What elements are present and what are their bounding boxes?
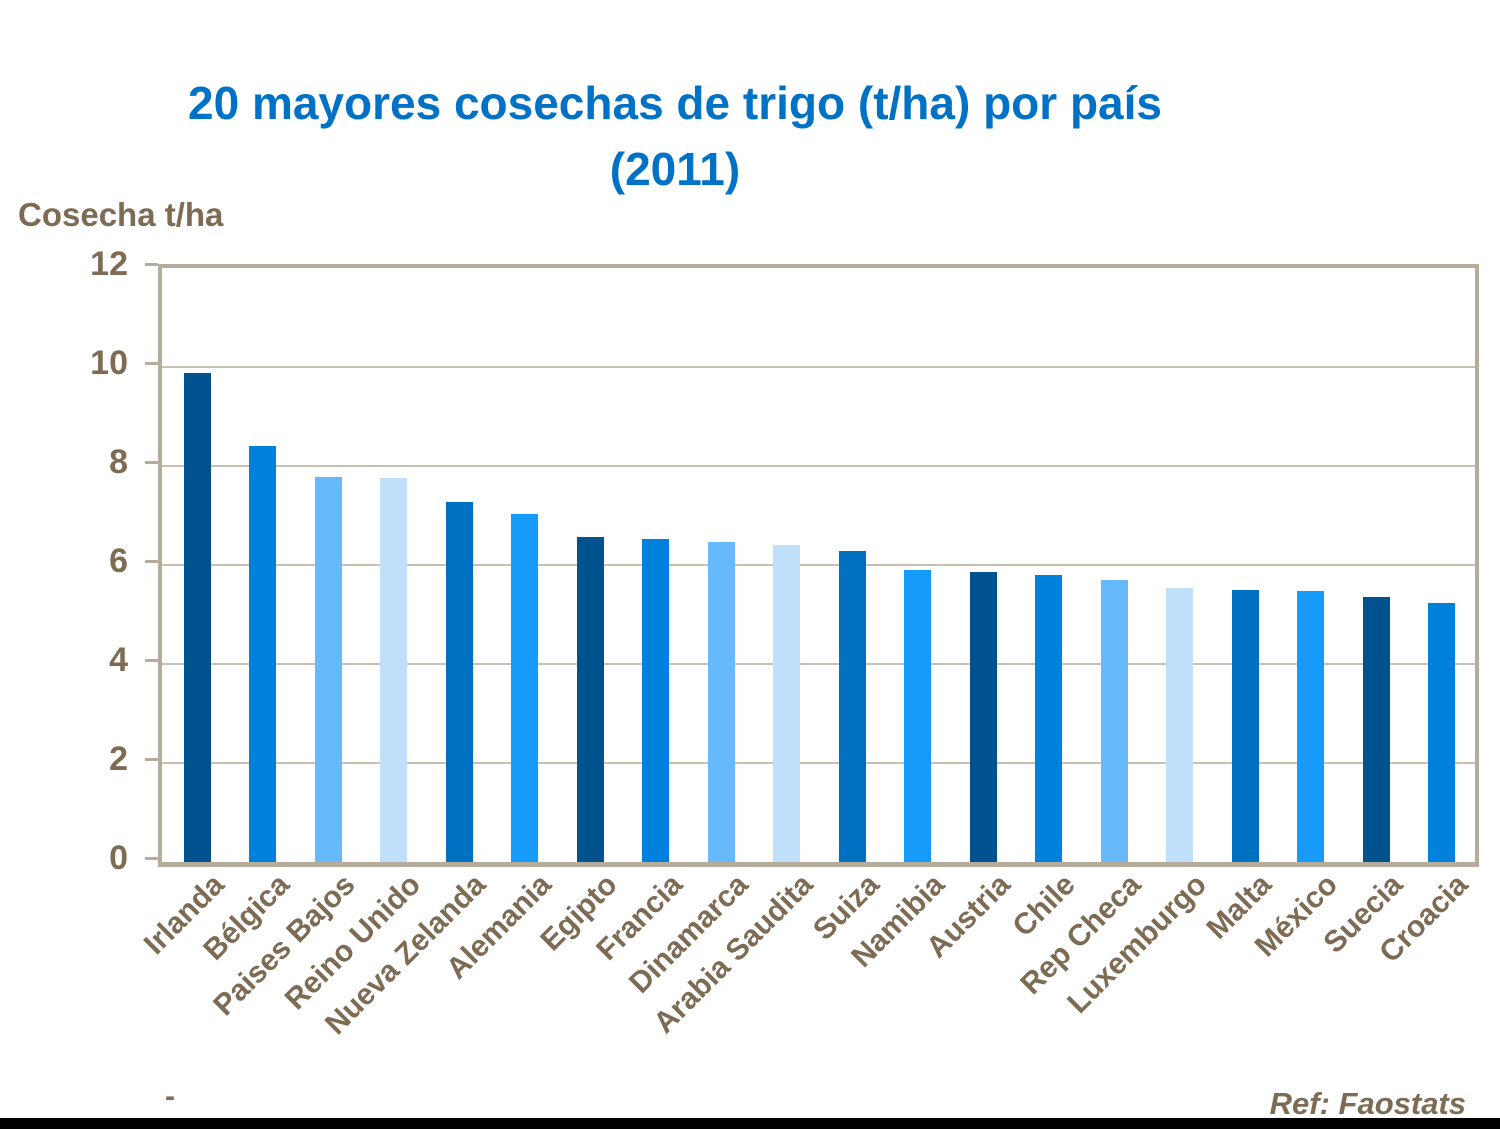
bar-irlanda xyxy=(183,373,211,862)
chart-title-line2: (2011) xyxy=(609,143,741,195)
gridline-6 xyxy=(162,564,1475,566)
bar-alemania xyxy=(511,514,538,862)
bottom-black-bar xyxy=(0,1118,1500,1129)
y-tick-mark-0 xyxy=(145,857,158,860)
bar-paises-bajos xyxy=(314,477,342,862)
y-tick-label-8: 8 xyxy=(109,443,128,481)
bar-dinamarca xyxy=(707,541,735,862)
bar-belgica xyxy=(249,446,276,862)
y-tick-mark-2 xyxy=(145,758,158,761)
y-tick-label-4: 4 xyxy=(109,641,128,679)
chart-title-line1: 20 mayores cosechas de trigo (t/ha) por … xyxy=(188,77,1162,129)
bar-croacia xyxy=(1428,603,1455,862)
y-axis-title: Cosecha t/ha xyxy=(18,196,224,233)
y-tick-mark-8 xyxy=(145,461,158,464)
y-tick-label-0: 0 xyxy=(109,839,128,877)
y-tick-label-6: 6 xyxy=(109,542,128,580)
y-tick-mark-6 xyxy=(145,560,158,563)
y-tick-mark-4 xyxy=(145,659,158,662)
bar-reino-unido xyxy=(380,478,407,862)
bar-namibia xyxy=(904,569,931,862)
bar-suecia xyxy=(1362,596,1390,862)
ref-label: Ref: Faostats xyxy=(1269,1086,1466,1121)
bar-austria xyxy=(969,571,997,862)
chart-title: 20 mayores cosechas de trigo (t/ha) por … xyxy=(10,70,1340,202)
y-tick-label-2: 2 xyxy=(109,740,128,778)
y-tick-label-12: 12 xyxy=(90,245,128,283)
gridline-8 xyxy=(162,465,1475,467)
gridline-4 xyxy=(162,663,1475,665)
bar-rep-checa xyxy=(1100,579,1128,862)
bar-malta xyxy=(1231,589,1259,862)
y-tick-mark-10 xyxy=(145,362,158,365)
bar-nueva-zelanda xyxy=(445,501,473,862)
plot-area xyxy=(158,264,1479,867)
dash-mark: - xyxy=(165,1080,175,1113)
bar-suiza xyxy=(838,551,866,862)
y-tick-mark-12 xyxy=(145,263,158,266)
bar-chile xyxy=(1035,574,1062,862)
bar-mexico xyxy=(1297,590,1324,862)
gridline-2 xyxy=(162,762,1475,764)
bar-francia xyxy=(642,538,669,862)
bar-egipto xyxy=(576,537,604,862)
y-tick-label-10: 10 xyxy=(90,344,128,382)
bar-arabia-saudita xyxy=(773,544,800,862)
bar-luxemburgo xyxy=(1166,588,1193,862)
gridline-10 xyxy=(162,366,1475,368)
